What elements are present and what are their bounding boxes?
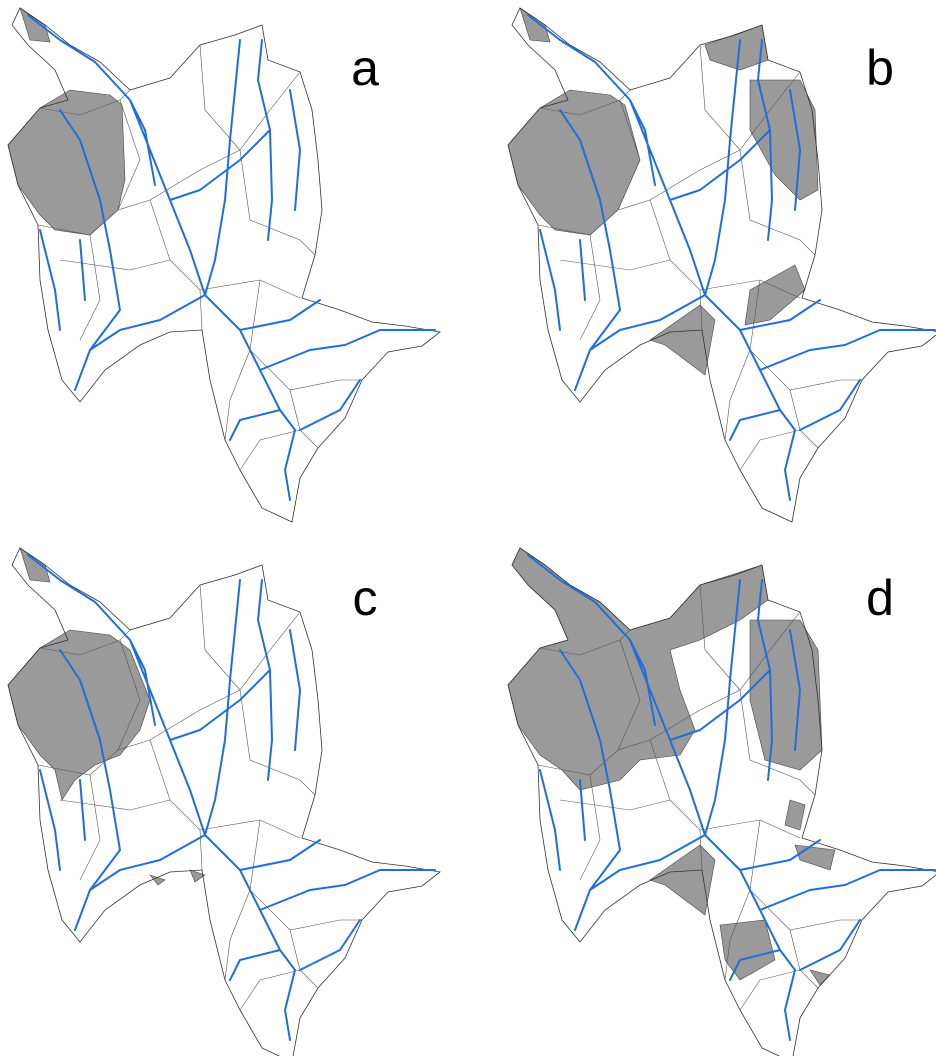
panel-label: a xyxy=(351,40,379,96)
panel-a: a xyxy=(8,8,440,522)
panel-label: c xyxy=(353,570,378,626)
highlight xyxy=(8,548,205,885)
highlight xyxy=(508,548,835,985)
panel-label: d xyxy=(866,570,894,626)
panel-d: d xyxy=(508,548,936,1056)
panel-b: b xyxy=(508,8,936,522)
panel-label: b xyxy=(866,40,894,96)
figure: a b c d xyxy=(0,0,936,1056)
panel-c: c xyxy=(8,548,440,1056)
